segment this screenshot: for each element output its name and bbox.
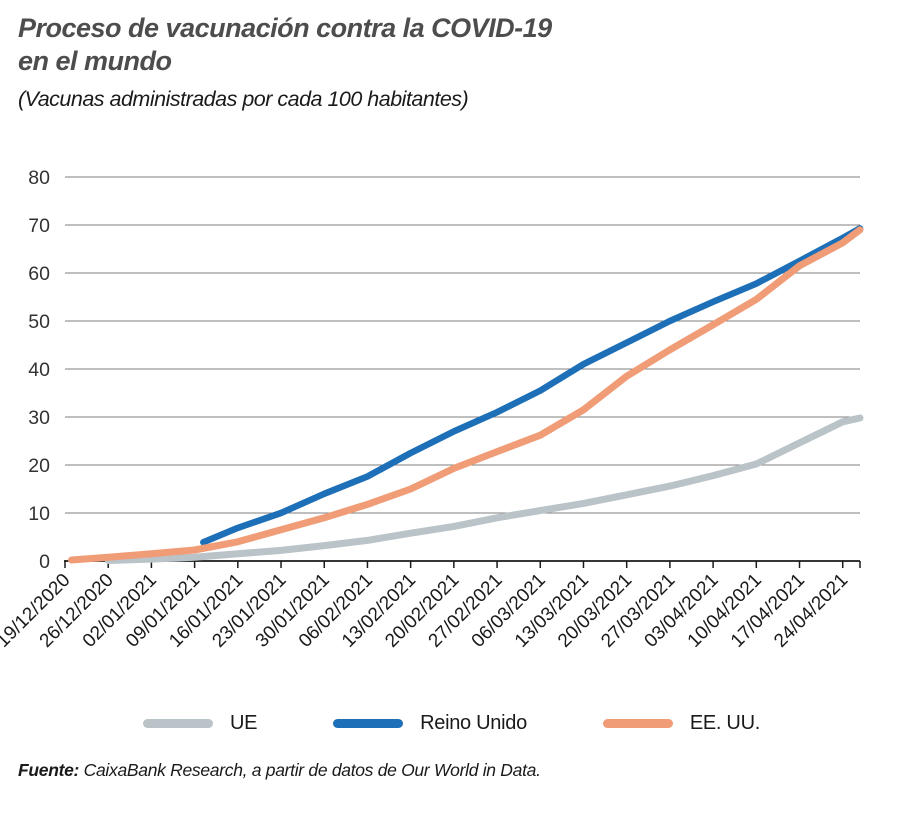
series-line-reino-unido [200,225,864,546]
legend-label-ee-uu: EE. UU. [689,712,760,734]
y-axis-tick-label: 60 [28,263,50,285]
vaccination-line-chart: 0102030405060708019/12/202026/12/202002/… [0,167,864,652]
legend-label-ue: UE [230,712,258,734]
chart-title: Proceso de vacunación contra la COVID-19… [18,12,878,78]
chart-title-line1: Proceso de vacunación contra la COVID-19 [18,13,552,43]
legend-label-reino-unido: Reino Unido [420,712,527,734]
y-axis-tick-label: 50 [28,311,50,333]
y-axis-tick-label: 80 [28,167,50,189]
source-label: Fuente: [18,760,80,780]
chart-area: 0 10 20 30 40 50 60 70 80 19/12/2020 26/12/2020 02/… [0,158,900,710]
source-note: Fuente: CaixaBank Research, a partir de … [18,760,878,781]
y-axis-tick-label: 30 [28,407,50,429]
legend-swatch-reino-unido [333,719,404,728]
legend-item-ue: UE [143,712,257,735]
y-axis-tick-label: 40 [28,359,50,381]
chart-subtitle: (Vacunas administradas por cada 100 habi… [18,87,469,111]
legend-item-reino-unido: Reino Unido [333,712,527,735]
legend-swatch-ue [143,719,213,728]
y-axis-tick-label: 0 [39,551,50,573]
y-axis-tick-label: 20 [28,455,50,477]
source-text: CaixaBank Research, a partir de datos de… [79,760,541,780]
y-axis-tick-label: 10 [28,503,50,525]
legend-item-ee-uu: EE. UU. [602,712,760,735]
chart-header: Proceso de vacunación contra la COVID-19… [18,12,878,112]
chart-title-line2: en el mundo [18,46,172,76]
legend-swatch-ee-uu [602,719,673,728]
y-axis-tick-label: 70 [28,215,50,237]
chart-legend: UE Reino Unido EE. UU. [0,712,900,735]
series-line-ue [104,414,864,564]
series-line-ee-uu [68,226,864,564]
